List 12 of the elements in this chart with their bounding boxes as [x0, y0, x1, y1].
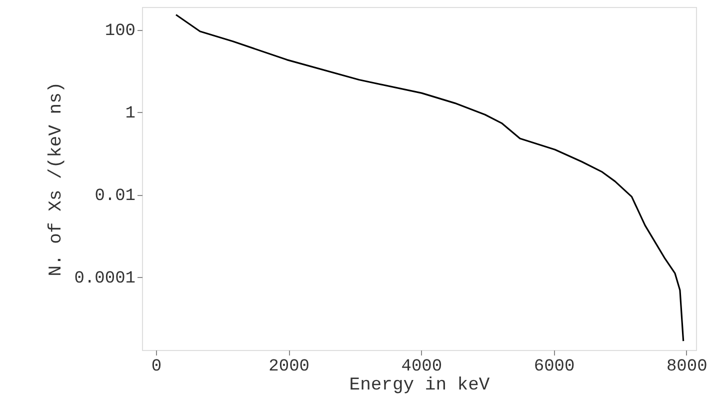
y-tick-label: 100 [104, 22, 136, 42]
x-tick-label: 4000 [401, 358, 442, 376]
y-tick-label: 0.01 [94, 187, 136, 206]
y-tick-label: 1 [125, 104, 136, 124]
y-tick-label: 0.0001 [74, 270, 136, 289]
x-tick-label: 2000 [268, 358, 310, 376]
x-tick-label: 8000 [666, 358, 708, 376]
line-series [175, 14, 684, 342]
x-tick-label: 0 [151, 358, 162, 376]
x-axis-title: Energy in keV [349, 376, 490, 396]
x-tick-label: 6000 [534, 358, 575, 376]
y-axis-title: N. of Xs /(keV ns) [46, 82, 66, 276]
